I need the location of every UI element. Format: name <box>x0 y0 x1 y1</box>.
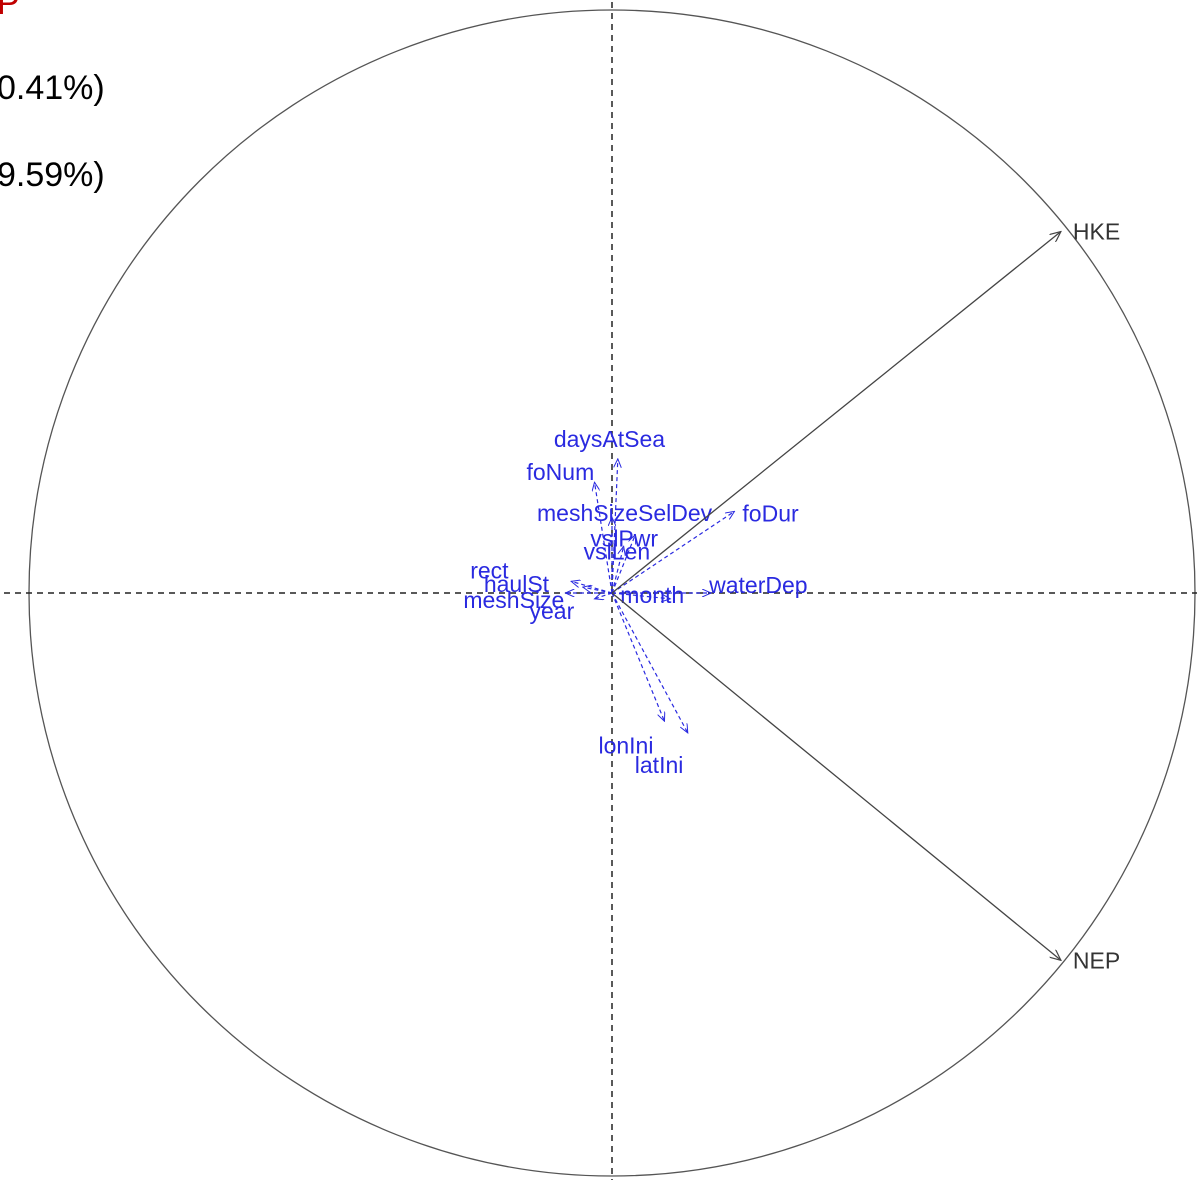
vector-hke <box>611 232 1061 594</box>
vector-haulst <box>583 587 613 594</box>
vector-nep <box>611 592 1061 960</box>
vector-month <box>611 592 670 599</box>
chart-title: P <box>0 0 20 22</box>
label-daysatsea: daysAtSea <box>554 426 665 452</box>
label-hke: HKE <box>1073 219 1120 245</box>
vector-rect <box>571 581 613 594</box>
axis-1-label: 0.41%) <box>0 69 105 107</box>
label-rect: rect <box>470 557 509 583</box>
label-haulst: haulSt <box>484 571 550 597</box>
vector-year <box>595 593 613 599</box>
label-fodur: foDur <box>742 500 799 526</box>
label-vsllen: vslLen <box>584 538 650 564</box>
label-latini: latIni <box>635 752 684 778</box>
label-year: year <box>530 598 575 624</box>
vector-vsllen <box>611 546 624 594</box>
label-lonini: lonIni <box>598 732 653 758</box>
label-meshsize: meshSize <box>463 587 564 613</box>
label-waterdep: waterDep <box>708 572 807 598</box>
vector-lonini <box>611 592 664 721</box>
vector-daysatsea <box>611 459 618 594</box>
axis-2-label: 9.59%) <box>0 156 105 194</box>
vector-vslpwr <box>611 535 635 594</box>
label-meshsizeseldev: meshSizeSelDev <box>537 500 713 526</box>
label-nep: NEP <box>1073 947 1120 973</box>
label-month: month <box>620 582 684 608</box>
vector-fodur <box>611 511 734 594</box>
vector-fonum <box>595 482 613 594</box>
label-fonum: foNum <box>527 459 595 485</box>
vector-latini <box>611 592 688 733</box>
